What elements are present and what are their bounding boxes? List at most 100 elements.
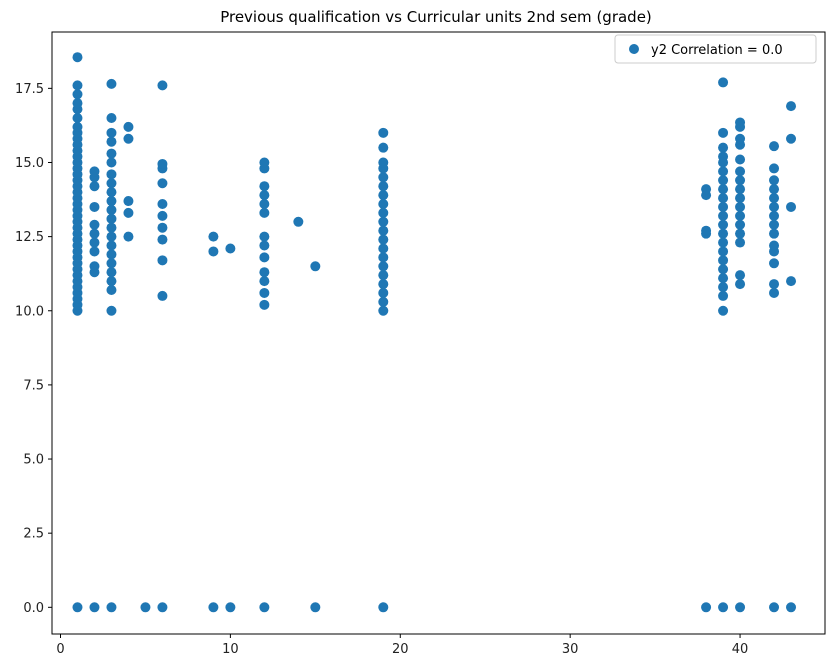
data-point bbox=[123, 231, 134, 242]
legend-box bbox=[614, 34, 817, 64]
points-layer bbox=[72, 52, 797, 613]
data-point bbox=[718, 290, 729, 301]
data-point bbox=[106, 305, 117, 316]
data-point bbox=[378, 181, 389, 192]
data-point bbox=[378, 270, 389, 281]
data-point bbox=[735, 237, 746, 248]
data-point bbox=[701, 602, 712, 613]
data-point bbox=[259, 199, 270, 209]
data-point bbox=[786, 201, 797, 212]
data-point bbox=[769, 184, 780, 195]
data-point bbox=[378, 172, 389, 183]
axes-layer: 0 10 20 30 40 0.0 2.5 5.0 7.5 10.0 12.5 15.0 17.5 bbox=[15, 31, 826, 657]
data-point bbox=[769, 228, 780, 239]
data-point bbox=[378, 252, 389, 263]
data-point bbox=[106, 78, 117, 89]
data-point bbox=[89, 246, 100, 257]
data-point bbox=[378, 287, 389, 298]
data-point bbox=[735, 133, 746, 144]
y-tick-label: 0.0 bbox=[23, 601, 44, 616]
data-point bbox=[123, 133, 134, 144]
data-point bbox=[735, 228, 746, 239]
data-point bbox=[106, 276, 117, 287]
data-point bbox=[259, 299, 270, 310]
data-point bbox=[718, 151, 729, 162]
data-point bbox=[718, 228, 729, 239]
data-point bbox=[106, 169, 117, 180]
data-point bbox=[157, 210, 168, 221]
data-point bbox=[718, 166, 729, 177]
data-point bbox=[718, 264, 729, 275]
data-point bbox=[378, 142, 389, 153]
data-point bbox=[718, 305, 729, 316]
data-point bbox=[769, 240, 780, 251]
data-point bbox=[259, 231, 270, 242]
data-point bbox=[378, 157, 389, 168]
x-tick-label: 10 bbox=[222, 642, 239, 657]
data-point bbox=[89, 237, 100, 248]
data-point bbox=[786, 101, 797, 112]
legend-label: y2 Correlation = 0.0 bbox=[651, 43, 783, 58]
data-point bbox=[259, 267, 270, 278]
data-point bbox=[769, 210, 780, 221]
data-point bbox=[106, 231, 117, 242]
x-tick-label: 0 bbox=[56, 642, 64, 657]
data-point bbox=[701, 184, 712, 195]
data-point bbox=[786, 276, 797, 287]
data-point bbox=[89, 181, 100, 192]
data-point bbox=[769, 219, 780, 230]
data-point bbox=[786, 602, 797, 613]
data-point bbox=[735, 175, 746, 186]
chart-title: Previous qualification vs Curricular uni… bbox=[220, 8, 652, 26]
data-point bbox=[735, 166, 746, 177]
data-point bbox=[735, 279, 746, 290]
data-point bbox=[769, 201, 780, 212]
data-point bbox=[72, 113, 83, 123]
data-point bbox=[157, 222, 168, 233]
data-point bbox=[89, 166, 100, 177]
data-point bbox=[378, 190, 389, 201]
data-point bbox=[106, 222, 117, 233]
data-point bbox=[140, 602, 151, 613]
data-point bbox=[378, 216, 389, 227]
data-point bbox=[89, 261, 100, 272]
data-point bbox=[735, 193, 746, 204]
data-point bbox=[106, 204, 117, 215]
data-point bbox=[157, 178, 168, 189]
data-point bbox=[735, 210, 746, 221]
data-point bbox=[735, 602, 746, 613]
data-point bbox=[378, 261, 389, 272]
data-point bbox=[106, 285, 117, 295]
data-point bbox=[259, 276, 270, 287]
data-point bbox=[106, 136, 117, 147]
data-point bbox=[208, 246, 219, 257]
data-point bbox=[769, 602, 780, 613]
y-tick-label: 17.5 bbox=[15, 82, 44, 97]
data-point bbox=[718, 246, 729, 257]
data-point bbox=[310, 261, 321, 272]
data-point bbox=[378, 225, 389, 236]
data-point bbox=[106, 148, 117, 159]
data-point bbox=[378, 127, 389, 138]
data-point bbox=[735, 154, 746, 165]
data-point bbox=[157, 158, 168, 169]
data-point bbox=[718, 210, 729, 221]
data-point bbox=[225, 602, 236, 613]
data-point bbox=[378, 296, 389, 307]
plot-frame bbox=[51, 31, 826, 635]
data-point bbox=[769, 175, 780, 186]
data-point bbox=[259, 181, 270, 192]
data-point bbox=[735, 270, 746, 281]
data-point bbox=[72, 89, 83, 100]
data-point bbox=[735, 184, 746, 195]
data-point bbox=[718, 255, 729, 266]
data-point bbox=[769, 279, 780, 290]
data-point bbox=[259, 207, 270, 218]
data-point bbox=[718, 175, 729, 186]
data-point bbox=[786, 133, 797, 144]
data-point bbox=[701, 225, 712, 236]
data-point bbox=[378, 279, 389, 290]
data-point bbox=[718, 184, 729, 195]
